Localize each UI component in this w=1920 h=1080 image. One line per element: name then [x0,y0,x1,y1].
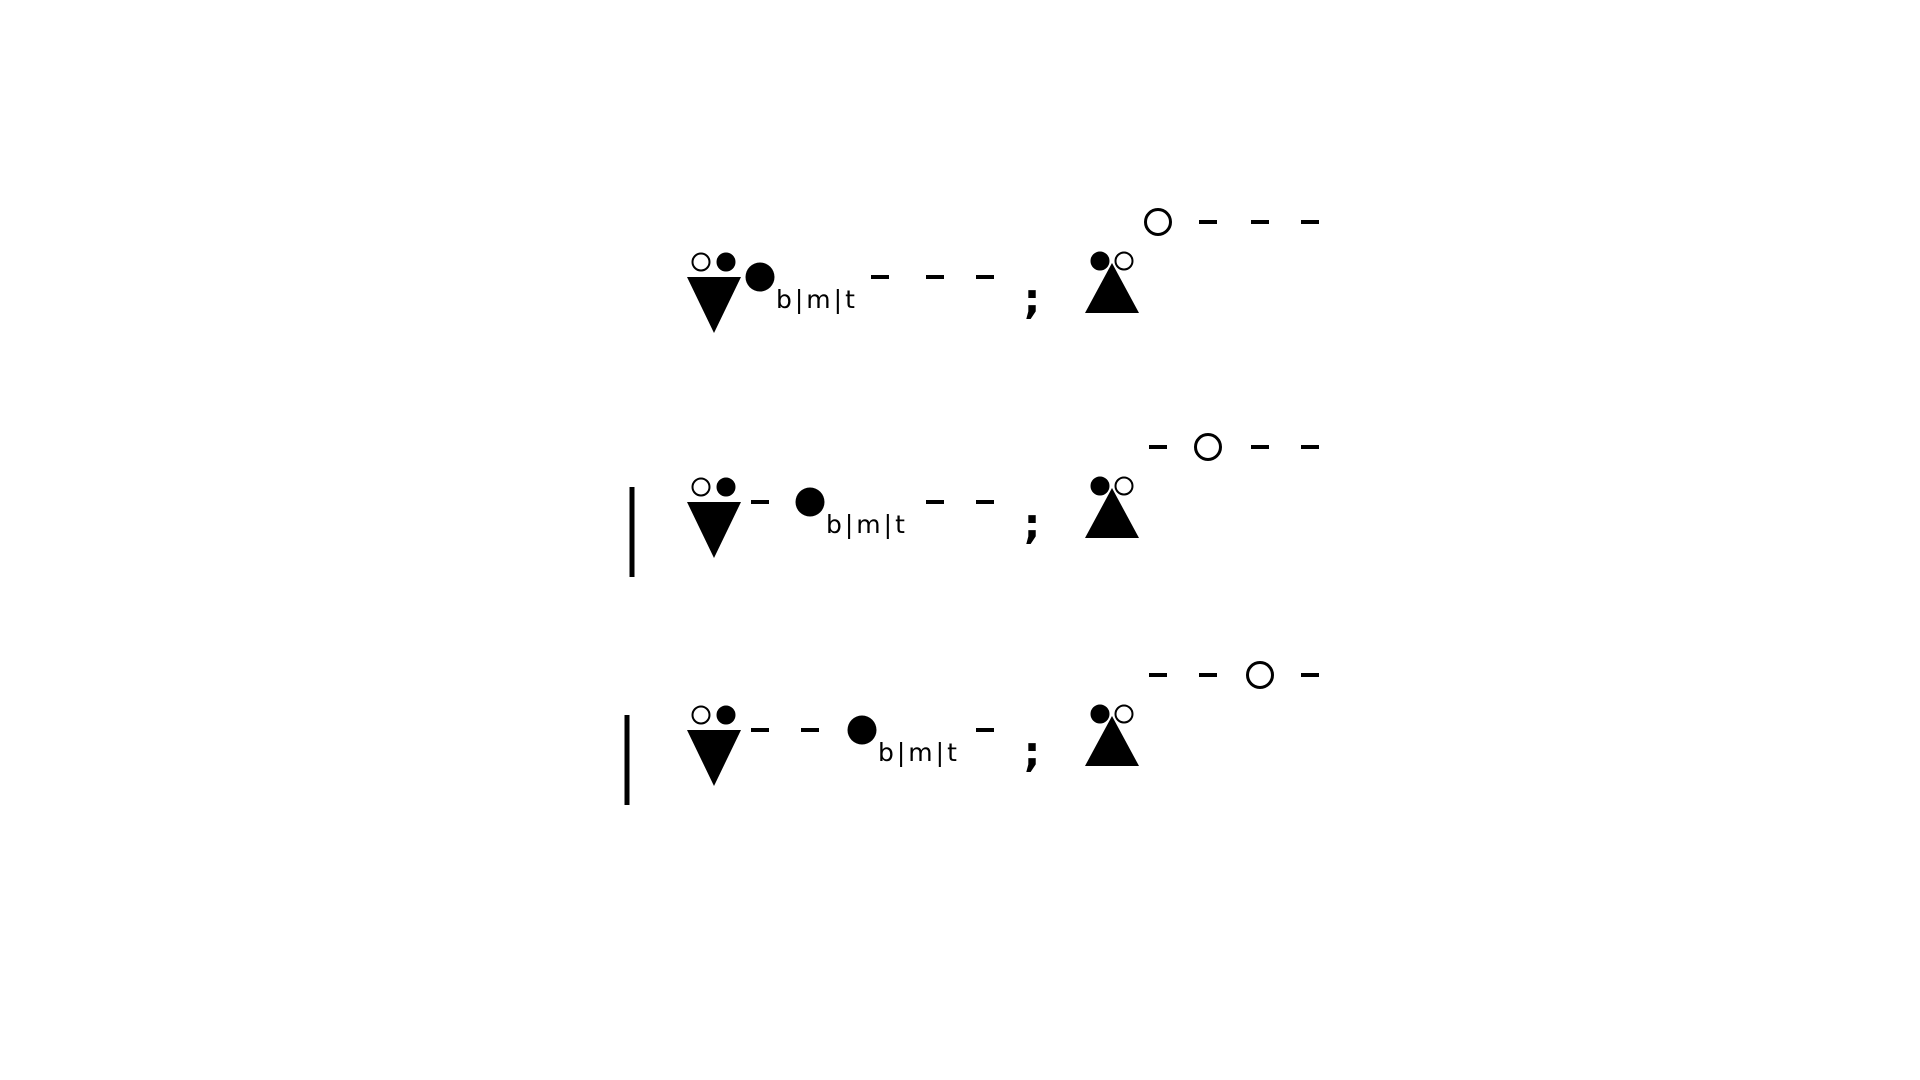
hollow-dot [691,252,711,272]
note-circle [1144,208,1172,236]
hollow-dot [1114,704,1134,724]
position-label: b|m|t [878,738,960,767]
down-triangle [687,277,741,333]
filled-dot [1090,476,1110,496]
filled-dot [716,705,736,725]
filled-dot [1090,251,1110,271]
hollow-dot [1114,251,1134,271]
notation-row: b|m|t; [687,208,1319,333]
up-triangle [1085,488,1139,538]
filled-dot [716,477,736,497]
down-triangle [687,730,741,786]
up-triangle [1085,716,1139,766]
hollow-dot [691,477,711,497]
note-dot [795,487,825,517]
hollow-dot [1114,476,1134,496]
hollow-dot [691,705,711,725]
note-circle [1246,661,1274,689]
position-label: b|m|t [776,285,858,314]
position-label: b|m|t [826,510,908,539]
separator: ; [1024,274,1041,323]
down-triangle [687,502,741,558]
separator: ; [1024,727,1041,776]
filled-dot [716,252,736,272]
filled-dot [1090,704,1110,724]
note-circle [1194,433,1222,461]
note-dot [745,262,775,292]
note-dot [847,715,877,745]
up-triangle [1085,263,1139,313]
notation-row: b|m|t; [624,661,1319,805]
separator: ; [1024,499,1041,548]
notation-row: b|m|t; [629,433,1319,577]
